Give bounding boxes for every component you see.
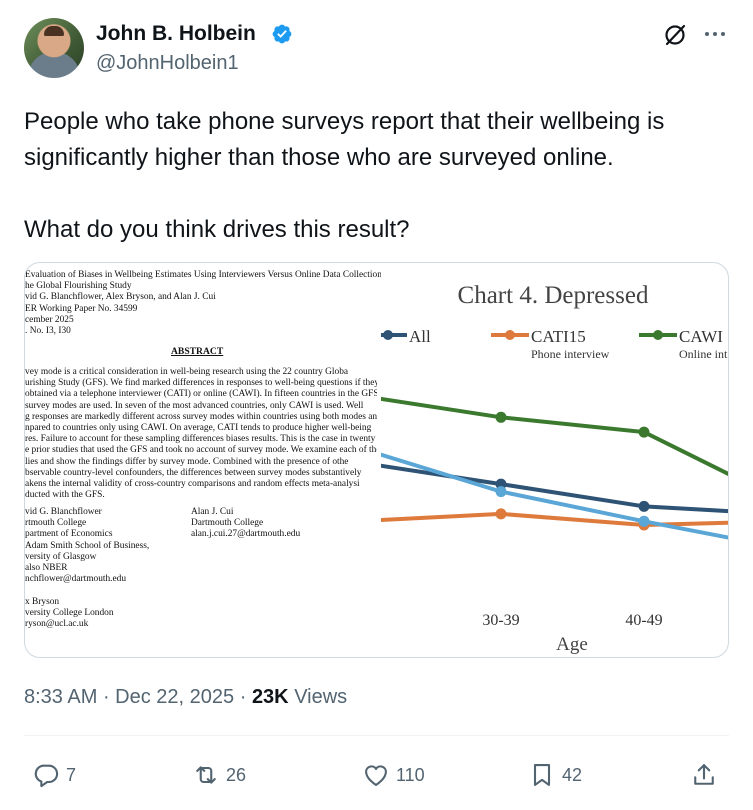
tweet-line-1: People who take phone surveys report tha… (24, 108, 665, 135)
paper-authors: vid G. Blanchflower, Alex Bryson, and Al… (25, 292, 216, 303)
data-point (495, 508, 507, 520)
legend-label: CAWI (679, 327, 723, 346)
affiliation-line: partment of Economics (25, 529, 113, 540)
data-point (495, 486, 507, 498)
like-button[interactable]: 110 (362, 760, 425, 790)
legend-label: CATI15 (531, 327, 586, 346)
share-icon (694, 764, 714, 785)
legend-marker (383, 330, 393, 340)
affiliation-line: versity College London (25, 607, 114, 618)
legend-marker (653, 330, 663, 340)
tweet-date[interactable]: Dec 22, 2025 (115, 686, 235, 708)
abstract-line: lies and show the findings differ by sur… (25, 456, 349, 467)
series-line (381, 463, 728, 514)
affiliation-line: Adam Smith School of Business, (25, 540, 150, 551)
paper-number: ER Working Paper No. 34599 (25, 303, 138, 314)
grok-icon[interactable] (662, 22, 688, 48)
chart-title: Chart 4. Depressed (458, 282, 649, 309)
data-point (638, 426, 650, 438)
abstract-body: vey mode is a critical consideration in … (25, 367, 377, 501)
paper-subtitle: he Global Flourishing Study (25, 281, 132, 292)
views-label: Views (288, 686, 348, 708)
series-line (381, 452, 728, 540)
x-tick-label: 40-49 (625, 612, 662, 629)
tweet-line-3: What do you think drives this result? (24, 216, 410, 243)
affiliation-line: versity of Glasgow (25, 551, 97, 562)
views-count: 23K (251, 686, 289, 708)
tweet-text: People who take phone surveys report tha… (24, 104, 729, 248)
legend-label: All (409, 327, 431, 346)
tweet-time[interactable]: 8:33 AM (24, 686, 98, 708)
bookmark-icon (533, 764, 551, 786)
tweet-meta: 8:33 AM · Dec 22, 2025 · 23K Views (24, 686, 348, 708)
reply-count: 7 (66, 764, 77, 785)
paper-header: Evaluation of Biases in Wellbeing Estima… (25, 270, 381, 337)
more-options-icon[interactable] (702, 24, 728, 44)
abstract-line: akens the internal validity of cross-cou… (25, 479, 360, 490)
media-attachment[interactable]: Evaluation of Biases in Wellbeing Estima… (24, 262, 729, 658)
abstract-line: ducted with the GFS. (25, 490, 105, 501)
x-tick-label: 30-39 (482, 612, 519, 629)
affiliation-line: also NBER (25, 563, 68, 574)
chart-image[interactable]: Chart 4. Depressed All CATI15 Phone intervi… (381, 263, 728, 657)
abstract-line: vey mode is a critical consideration in … (25, 367, 349, 377)
affiliation-line: Dartmouth College (191, 518, 264, 529)
share-button[interactable] (690, 760, 724, 790)
data-point (638, 500, 650, 512)
legend-marker (505, 330, 515, 340)
abstract-line: g responses are markedly different acros… (25, 411, 377, 422)
affiliation-line: ryson@ucl.ac.uk (25, 619, 89, 630)
x-axis-label: Age (556, 634, 588, 655)
divider (24, 735, 729, 736)
author-name[interactable]: John B. Holbein (96, 22, 256, 45)
heart-icon (365, 765, 387, 786)
repost-count: 26 (226, 764, 247, 785)
data-point (495, 411, 507, 423)
affiliation-line: rtmouth College (25, 518, 87, 529)
author-handle[interactable]: @JohnHolbein1 (96, 52, 239, 74)
repost-icon (196, 766, 216, 784)
affiliation-right: Alan J. Cui Dartmouth College alan.j.cui… (191, 507, 300, 541)
legend-sublabel: Online int (679, 347, 728, 361)
like-count: 110 (396, 764, 425, 785)
paper-jel: . No. I3, I30 (25, 326, 71, 337)
abstract-line: res. Failure to account for these sampli… (25, 434, 376, 445)
affiliation-line: vid G. Blanchflower (25, 507, 102, 517)
tweet-line-2: significantly higher than those who are … (24, 144, 614, 171)
abstract-line: bservable country-level confounders, the… (25, 467, 362, 478)
affiliation-line: Alan J. Cui (191, 507, 234, 517)
repost-button[interactable]: 26 (192, 760, 246, 790)
abstract-line: urishing Study (GFS). We find marked dif… (25, 378, 377, 389)
bookmark-count: 42 (562, 764, 583, 785)
legend-sublabel: Phone interview (531, 347, 610, 361)
bookmark-button[interactable]: 42 (528, 760, 582, 790)
abstract-line: npared to countries only using CAWI. On … (25, 423, 372, 434)
reply-button[interactable]: 7 (32, 760, 76, 790)
series-line (381, 396, 728, 476)
abstract-line: survey modes are used. In seven of the m… (25, 400, 364, 411)
avatar[interactable] (24, 18, 84, 78)
affiliation-line: x Bryson (25, 596, 60, 607)
affiliation-line: alan.j.cui.27@dartmouth.edu (191, 529, 301, 540)
abstract-line: e prior studies that used the GFS and to… (25, 445, 377, 456)
data-point (638, 515, 650, 527)
reply-icon (34, 764, 59, 788)
verified-badge-icon[interactable] (271, 23, 293, 45)
paper-image[interactable]: Evaluation of Biases in Wellbeing Estima… (25, 263, 381, 657)
abstract-title: ABSTRACT (171, 346, 224, 357)
abstract-line: obtained via a telephone interviewer (CA… (25, 389, 377, 400)
paper-date: cember 2025 (25, 314, 74, 325)
series-line (381, 511, 728, 527)
affiliation-line: nchflower@dartmouth.edu (25, 574, 127, 585)
affiliation-left: vid G. Blanchflower rtmouth College part… (25, 507, 149, 630)
paper-title: Evaluation of Biases in Wellbeing Estima… (25, 270, 381, 280)
